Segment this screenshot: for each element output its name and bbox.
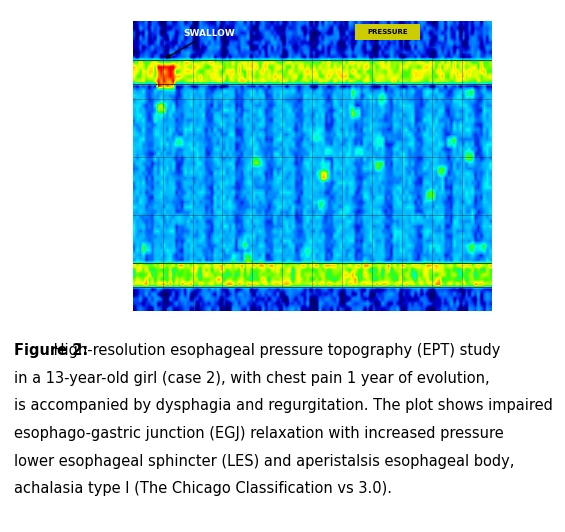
Text: High-resolution esophageal pressure topography (EPT) study: High-resolution esophageal pressure topo… <box>49 343 500 358</box>
Text: achalasia type I (The Chicago Classification vs 3.0).: achalasia type I (The Chicago Classifica… <box>14 481 392 496</box>
Text: lower esophageal sphincter (LES) and aperistalsis esophageal body,: lower esophageal sphincter (LES) and ape… <box>14 454 515 469</box>
Text: Figure 2: High-resolution esophageal pressure topography (EPT) study in a 13-yea: Figure 2: High-resolution esophageal pre… <box>14 343 561 445</box>
Text: in a 13-year-old girl (case 2), with chest pain 1 year of evolution,: in a 13-year-old girl (case 2), with che… <box>14 371 490 386</box>
Text: SWALLOW: SWALLOW <box>167 29 236 58</box>
Text: EGJ: EGJ <box>110 270 127 279</box>
Text: Figure 2:: Figure 2: <box>14 343 88 358</box>
Text: esophago-gastric junction (EGJ) relaxation with increased pressure: esophago-gastric junction (EGJ) relaxati… <box>14 426 504 441</box>
Text: is accompanied by dysphagia and regurgitation. The plot shows impaired: is accompanied by dysphagia and regurgit… <box>14 398 553 413</box>
Text: PRESSURE: PRESSURE <box>367 29 408 35</box>
Text: UES: UES <box>107 68 127 77</box>
Text: Figure 2:: Figure 2: <box>14 343 88 358</box>
